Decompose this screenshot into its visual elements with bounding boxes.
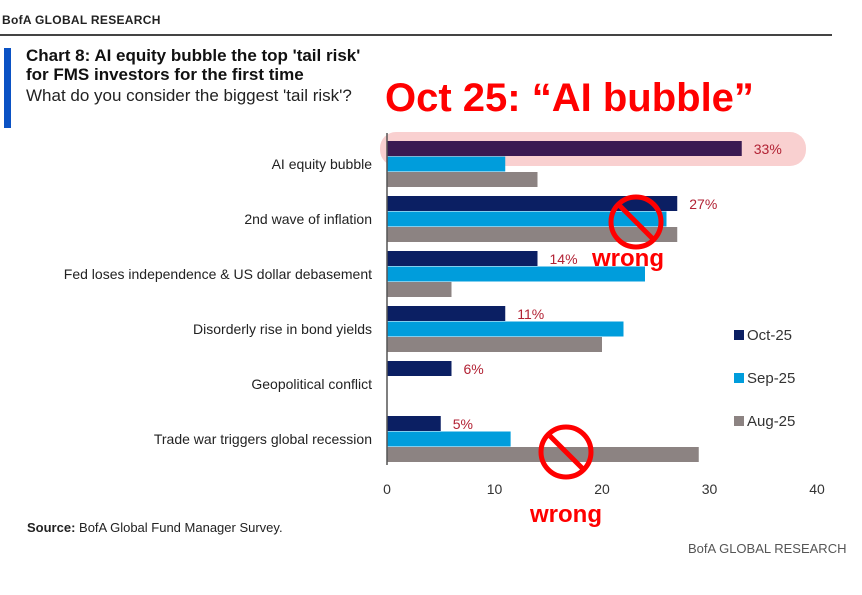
category-label: Geopolitical conflict — [251, 376, 372, 392]
category-label: Trade war triggers global recession — [154, 431, 372, 447]
bar-oct-25 — [387, 361, 452, 376]
category-label: AI equity bubble — [272, 156, 373, 172]
bar-aug-25 — [387, 227, 678, 242]
bar-aug-25 — [387, 337, 602, 352]
legend-label: Sep-25 — [747, 370, 795, 387]
x-tick-label: 40 — [809, 481, 825, 497]
x-tick-label: 30 — [702, 481, 718, 497]
wrong-label: wrong — [591, 245, 664, 272]
legend-swatch — [734, 373, 744, 383]
header-divider — [0, 34, 832, 36]
annotation-headline: Oct 25: “AI bubble” — [385, 76, 754, 120]
x-tick-label: 10 — [487, 481, 503, 497]
category-label: 2nd wave of inflation — [244, 211, 372, 227]
prohibited-icon-slash — [547, 433, 585, 471]
bar-aug-25 — [387, 172, 538, 187]
title-accent-bar — [4, 48, 11, 128]
category-label: Disorderly rise in bond yields — [193, 321, 372, 337]
legend-label: Oct-25 — [747, 327, 792, 344]
bar-sep-25 — [387, 431, 511, 447]
data-label: 5% — [453, 416, 473, 432]
bar-sep-25 — [387, 211, 667, 227]
x-tick-label: 20 — [594, 481, 610, 497]
chart-subtitle: What do you consider the biggest 'tail r… — [26, 86, 352, 105]
prohibited-icon — [538, 424, 594, 480]
source-note: Source: BofA Global Fund Manager Survey. — [27, 520, 283, 535]
data-label: 11% — [517, 306, 544, 322]
footer-brand: BofA GLOBAL RESEARCH — [688, 541, 847, 556]
data-label: 6% — [464, 361, 484, 377]
legend-swatch — [734, 330, 744, 340]
brand-header: BofA GLOBAL RESEARCH — [2, 13, 161, 27]
prohibited-icon-slash — [617, 203, 655, 241]
bar-sep-25 — [387, 321, 624, 337]
legend-label: Aug-25 — [747, 413, 795, 430]
data-label: 27% — [689, 196, 717, 212]
category-label: Fed loses independence & US dollar debas… — [64, 266, 372, 282]
chart-title: Chart 8: AI equity bubble the top 'tail … — [26, 46, 361, 84]
data-label: 14% — [550, 251, 578, 267]
source-text: BofA Global Fund Manager Survey. — [75, 520, 283, 535]
bar-sep-25 — [387, 266, 645, 282]
x-tick-label: 0 — [383, 481, 391, 497]
source-label: Source: — [27, 520, 76, 535]
bar-aug-25 — [387, 282, 452, 297]
bar-oct-25 — [387, 306, 506, 321]
bar-oct-25 — [387, 196, 678, 211]
bar-oct-25 — [387, 141, 742, 156]
legend-swatch — [734, 416, 744, 426]
bar-oct-25 — [387, 416, 441, 431]
wrong-label: wrong — [529, 501, 602, 528]
bar-sep-25 — [387, 156, 506, 172]
data-label: 33% — [754, 141, 782, 157]
prohibited-icon — [608, 194, 664, 250]
bar-oct-25 — [387, 251, 538, 266]
